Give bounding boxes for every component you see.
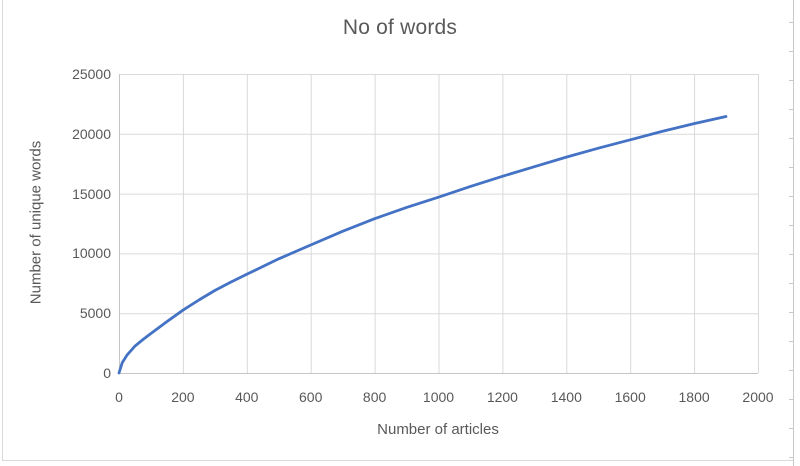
y-tick-label: 20000 <box>72 125 111 142</box>
y-tick-label: 5000 <box>79 305 111 322</box>
series-line <box>117 115 728 375</box>
x-tick-label: 600 <box>299 389 323 405</box>
y-axis-title: Number of unique words <box>27 140 45 305</box>
x-tick-label: 400 <box>235 389 259 405</box>
y-tick-label: 25000 <box>72 66 111 82</box>
x-tick-label: 1200 <box>486 389 518 405</box>
x-tick-label: 1000 <box>422 389 455 405</box>
y-tick-label: 10000 <box>72 245 111 262</box>
y-tick-label: 0 <box>103 365 111 381</box>
x-tick-label: 200 <box>171 389 195 405</box>
y-tick-label: 15000 <box>72 185 111 202</box>
x-tick-label: 2000 <box>742 389 774 405</box>
x-tick-label: 0 <box>115 389 123 405</box>
chart-title: No of words <box>342 16 458 39</box>
x-tick-label: 800 <box>362 389 387 405</box>
x-tick-label: 1400 <box>550 389 582 405</box>
x-axis-title: Number of articles <box>377 421 499 438</box>
x-tick-label: 1600 <box>614 389 646 405</box>
x-tick-label: 1800 <box>678 389 710 405</box>
